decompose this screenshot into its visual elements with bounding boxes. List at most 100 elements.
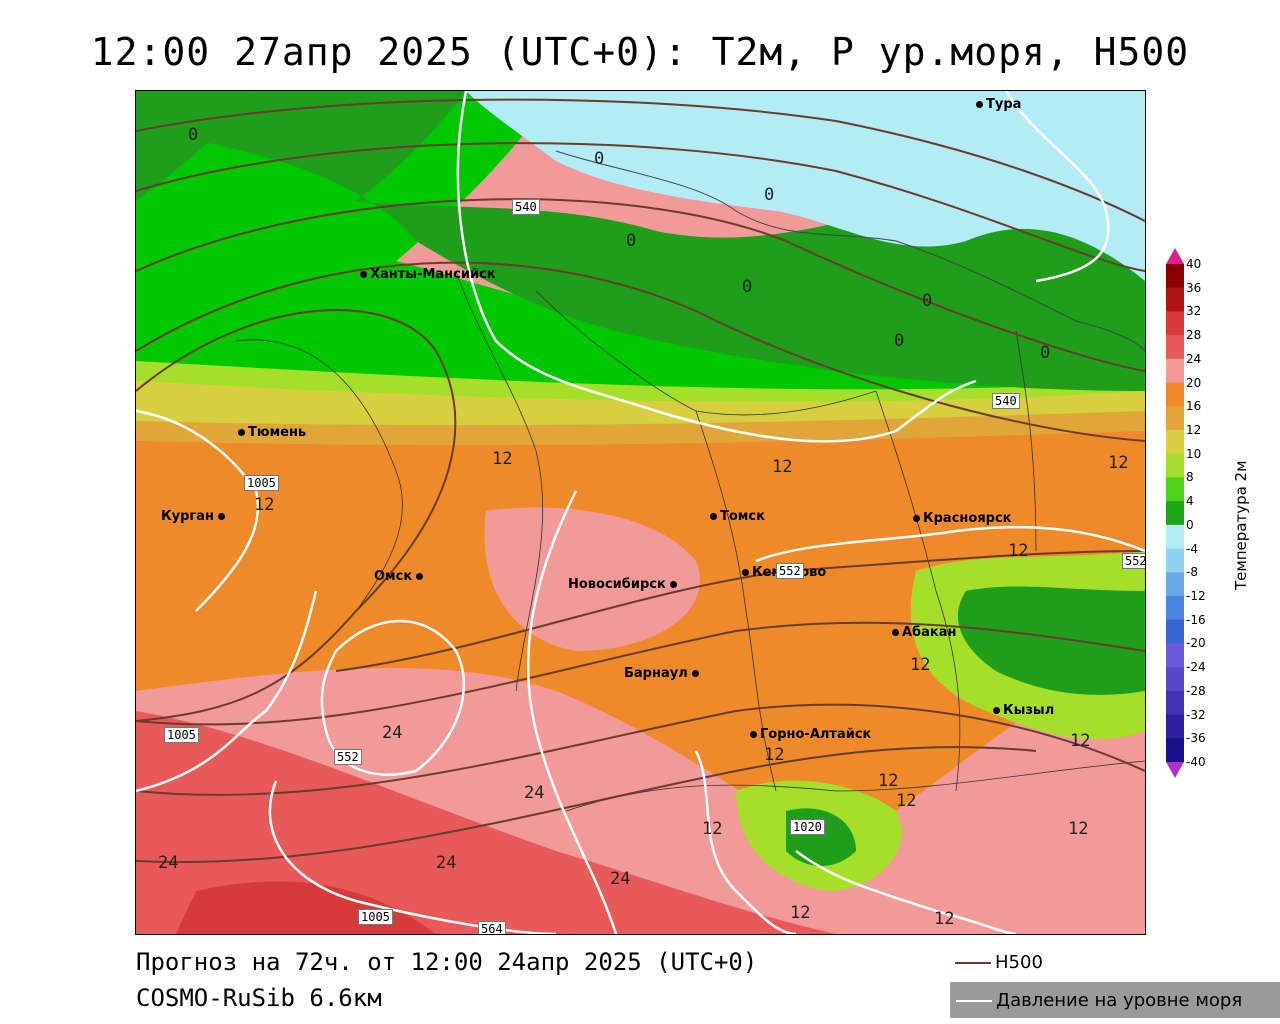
- contour-label-0: 0: [594, 149, 605, 169]
- temp-band-24-28: [136, 711, 836, 934]
- city-novosibirsk: Новосибирск: [568, 577, 680, 592]
- colorbar-tick: -32: [1186, 707, 1206, 722]
- contour-label-0: 0: [626, 231, 637, 251]
- colorbar-cell: [1166, 406, 1184, 431]
- city-barnaul: Барнаул: [624, 666, 702, 681]
- h500-contours: [136, 98, 1145, 864]
- admin-boundaries: [235, 270, 1145, 812]
- legend-h500-label: H500: [995, 952, 1043, 973]
- colorbar-tick: -40: [1186, 755, 1206, 769]
- h500-label: 552: [334, 749, 362, 765]
- temperature-colorbar: [1166, 248, 1184, 778]
- contour-label-12: 12: [896, 791, 917, 811]
- colorbar-cell: [1166, 358, 1184, 384]
- zero-contour: [555, 150, 1145, 352]
- colorbar-cell: [1166, 453, 1184, 478]
- colorbar-cell: [1166, 572, 1184, 597]
- forecast-info: Прогноз на 72ч. от 12:00 24апр 2025 (UTC…: [136, 948, 758, 976]
- contour-label-24: 24: [524, 783, 545, 803]
- h500-label: 552: [1122, 553, 1145, 569]
- temp-band-warm-patch: [484, 507, 700, 651]
- colorbar-cell: [1166, 643, 1184, 668]
- colorbar-tick: 24: [1186, 351, 1202, 366]
- colorbar-tick: 12: [1186, 423, 1202, 437]
- colorbar-tick: 16: [1186, 399, 1202, 414]
- colorbar-tick: 32: [1186, 304, 1202, 319]
- city-khanty-mansiysk: Ханты-Мансийск: [360, 267, 496, 282]
- legend-pressure-label: Давление на уровне моря: [996, 990, 1243, 1011]
- legend-pressure: Давление на уровне моря: [950, 982, 1280, 1018]
- colorbar-tick: 28: [1186, 328, 1202, 343]
- colorbar-cell: [1166, 287, 1184, 312]
- colorbar-tick: -12: [1186, 589, 1206, 603]
- contour-label-12: 12: [1108, 453, 1129, 473]
- temp-band-0-4: [136, 91, 1145, 391]
- colorbar-cell: [1166, 619, 1184, 644]
- colorbar-tick: -24: [1186, 660, 1206, 675]
- map-title: 12:00 27апр 2025 (UTC+0): T2м, P ур.моря…: [90, 30, 1190, 74]
- colorbar-cell: [1166, 548, 1184, 573]
- contour-label-12: 12: [934, 909, 955, 929]
- colorbar-cell: [1166, 596, 1184, 621]
- temp-band-cold: [466, 91, 1145, 281]
- colorbar-tick: 40: [1186, 257, 1202, 271]
- contour-label-0: 0: [188, 125, 199, 145]
- contour-label-12: 12: [1070, 731, 1091, 751]
- pressure-line-swatch: [956, 1000, 992, 1002]
- colorbar-cell: [1166, 382, 1184, 407]
- city-kyzyl: Кызыл: [993, 703, 1054, 718]
- colorbar-tick: 10: [1186, 446, 1202, 461]
- temperature-map[interactable]: Тура Ханты-Мансийск Тюмень Курган Омск Н…: [135, 90, 1146, 935]
- contour-label-0: 0: [894, 331, 905, 351]
- colorbar-tick: 20: [1186, 375, 1202, 390]
- colorbar-tick: -16: [1186, 612, 1206, 627]
- colorbar-cell: [1166, 690, 1184, 716]
- colorbar-tick: -8: [1186, 565, 1198, 580]
- contour-label-0: 0: [1040, 343, 1051, 363]
- contour-label-12: 12: [1068, 819, 1089, 839]
- colorbar-tick: -20: [1186, 636, 1206, 651]
- colorbar-cell: [1166, 311, 1184, 336]
- model-info: COSMO-RuSib 6.6км: [136, 984, 382, 1012]
- contour-label-12: 12: [1008, 541, 1029, 561]
- colorbar-tick: -28: [1186, 683, 1206, 698]
- pressure-label: 1005: [358, 909, 393, 925]
- colorbar-cell: [1166, 430, 1184, 455]
- city-omsk: Омск: [374, 569, 426, 584]
- pressure-label: 1005: [164, 727, 199, 743]
- contour-label-24: 24: [610, 869, 631, 889]
- colorbar-tick: 8: [1186, 470, 1194, 485]
- contour-label-24: 24: [436, 853, 457, 873]
- contour-label-0: 0: [742, 277, 753, 297]
- contour-label-24: 24: [158, 853, 179, 873]
- city-gorno-altaysk: Горно-Алтайск: [750, 727, 871, 742]
- contour-label-0: 0: [922, 291, 933, 311]
- colorbar-cell: [1166, 738, 1184, 763]
- colorbar-top-arrow: [1166, 248, 1184, 264]
- colorbar-bottom-arrow: [1166, 762, 1184, 778]
- colorbar-tick: 0: [1186, 517, 1194, 532]
- colorbar-tick: -36: [1186, 731, 1206, 746]
- contour-label-12: 12: [492, 449, 513, 469]
- colorbar-cell: [1166, 714, 1184, 739]
- contour-label-24: 24: [382, 723, 403, 743]
- contour-label-12: 12: [702, 819, 723, 839]
- contour-label-12: 12: [910, 655, 931, 675]
- map-canvas: [136, 91, 1145, 934]
- colorbar-tick: 36: [1186, 280, 1202, 295]
- colorbar-cell: [1166, 667, 1184, 692]
- city-abakan: Абакан: [892, 625, 957, 640]
- h500-label: 540: [992, 393, 1020, 409]
- colorbar-cell: [1166, 524, 1184, 550]
- colorbar-tick: -4: [1186, 541, 1198, 556]
- pressure-contours: [136, 91, 1145, 934]
- city-krasnoyarsk: Красноярск: [913, 511, 1012, 526]
- city-tyumen: Тюмень: [238, 425, 306, 440]
- h500-label: 540: [512, 199, 540, 215]
- contour-label-12: 12: [254, 495, 275, 515]
- h500-label: 564: [478, 921, 506, 934]
- legend-h500: H500: [955, 952, 1043, 973]
- colorbar-cell: [1166, 477, 1184, 502]
- contour-label-0: 0: [764, 185, 775, 205]
- colorbar-title: Температура 2м: [1232, 460, 1250, 590]
